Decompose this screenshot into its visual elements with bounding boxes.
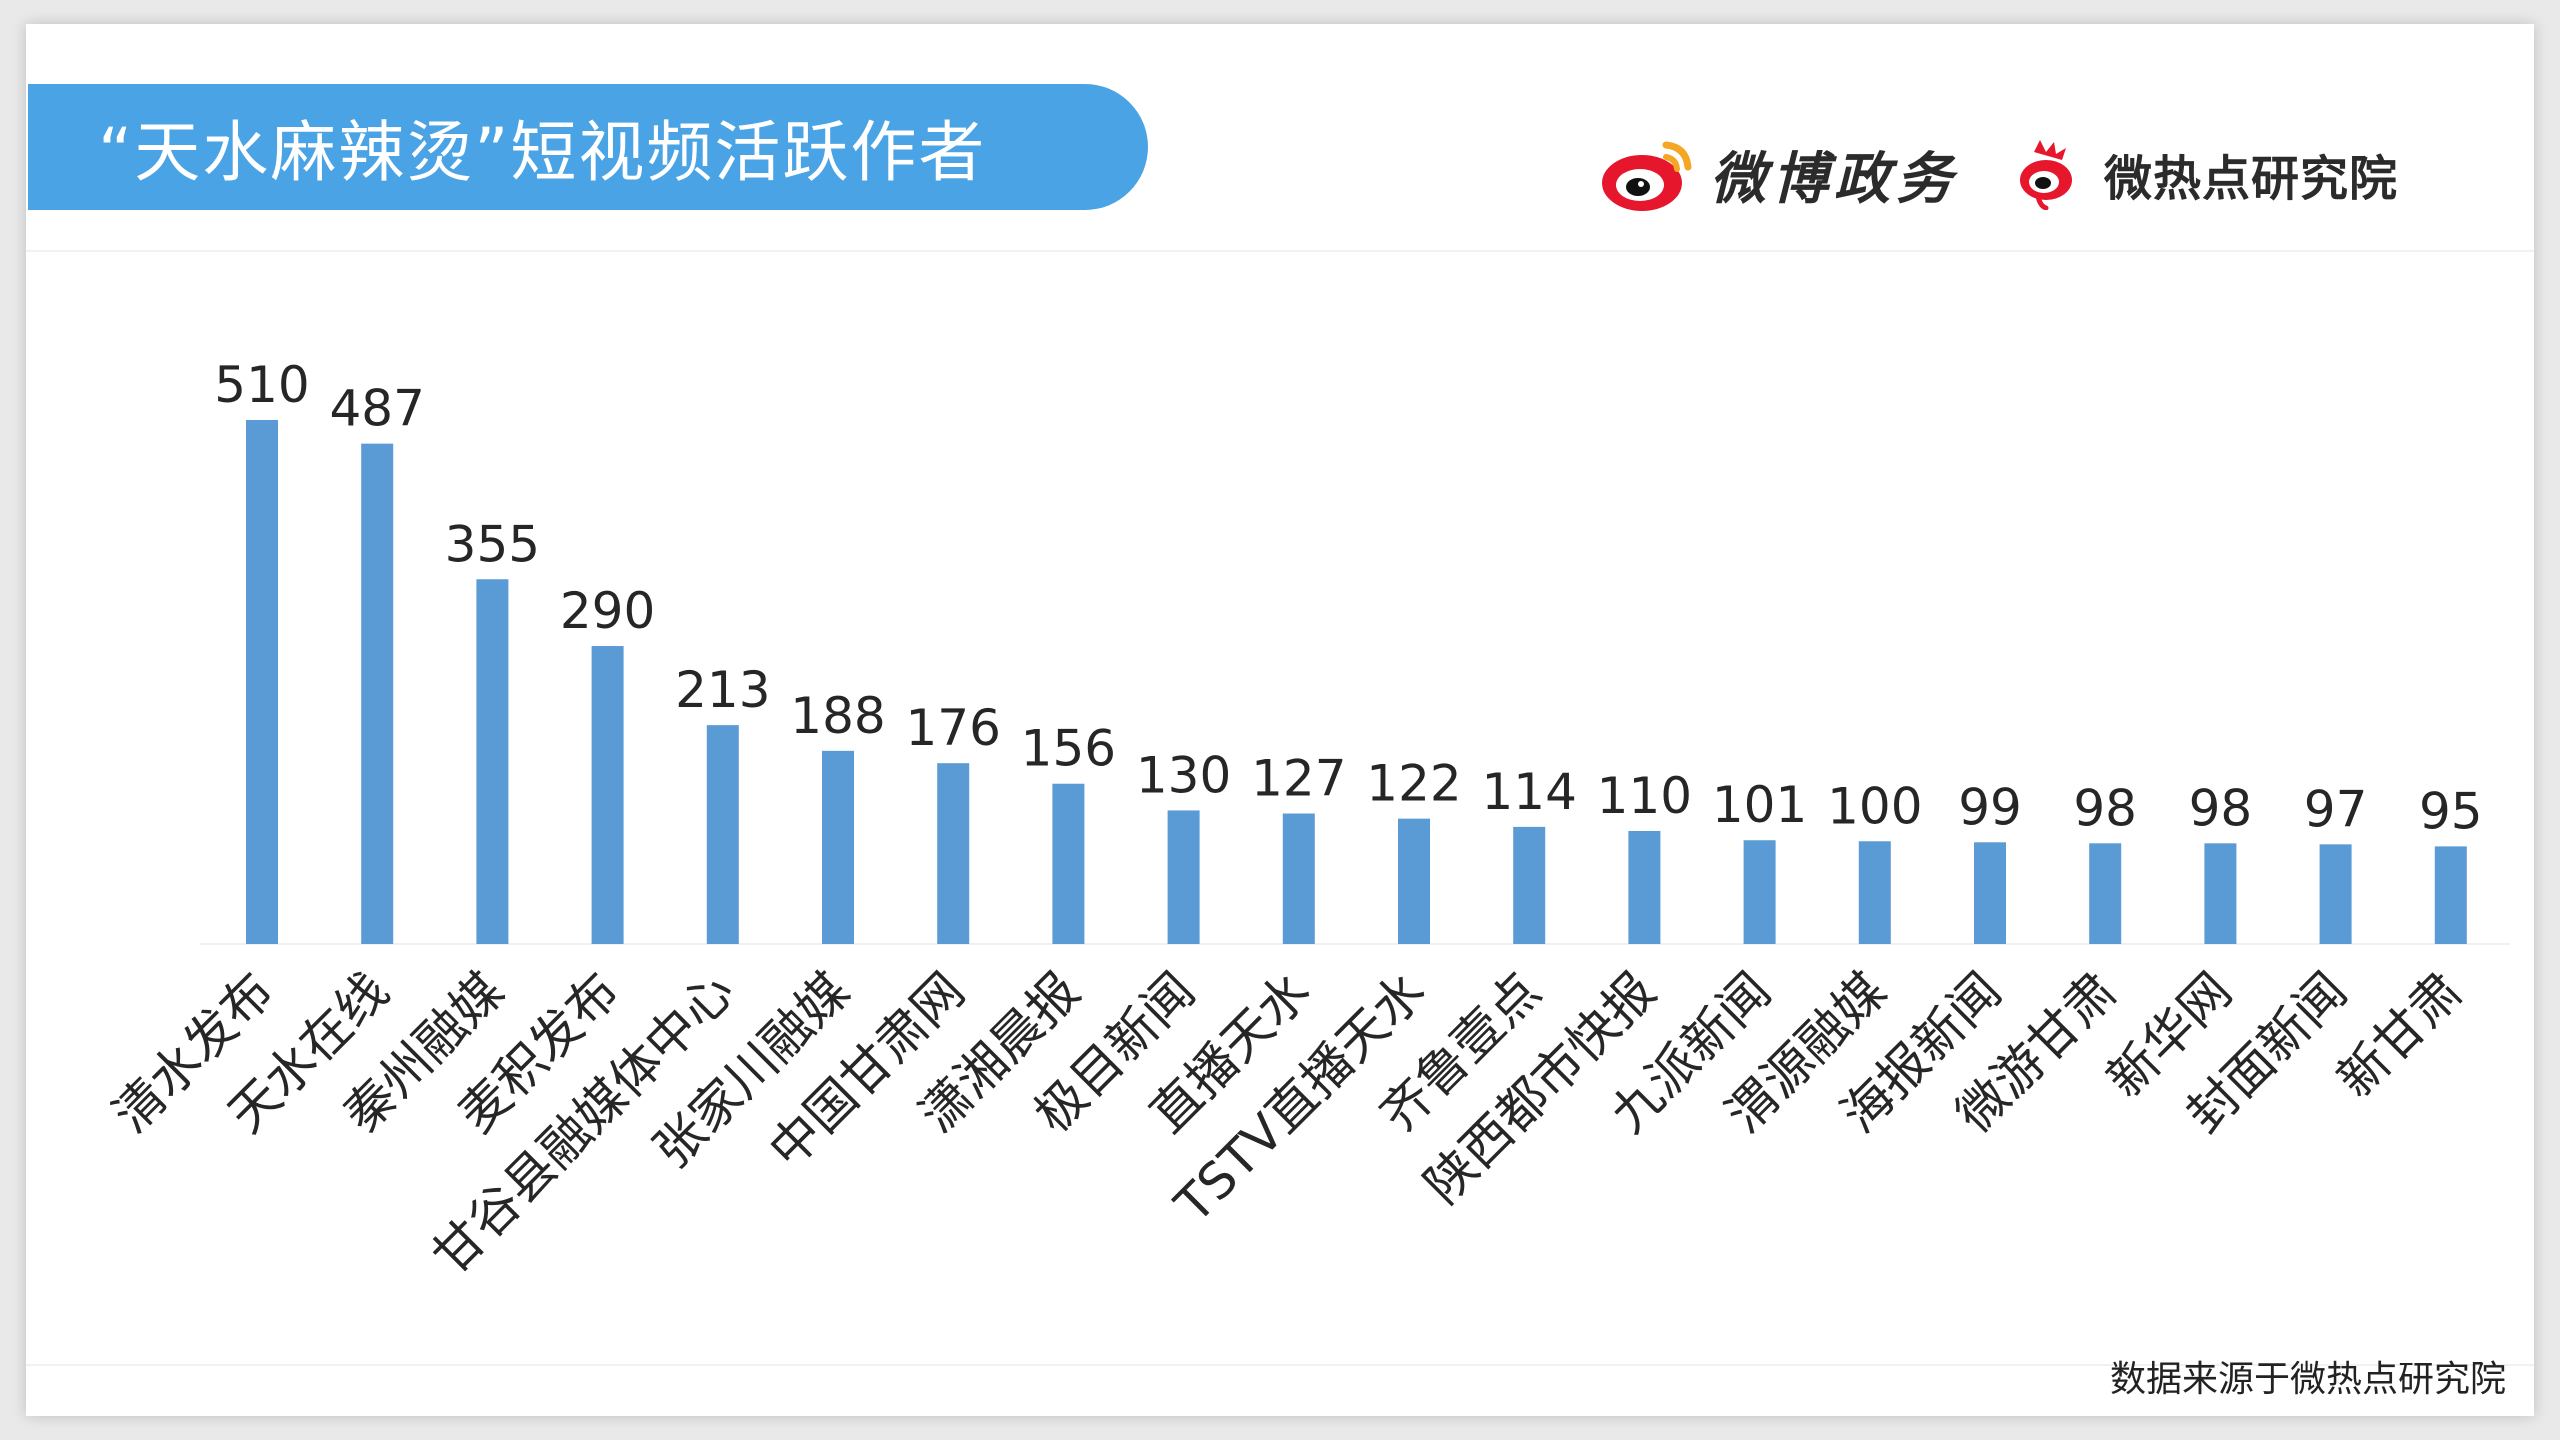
category-tick-label: 新甘肃 [2326, 961, 2473, 1108]
data-source-note: 数据来源于微热点研究院 [2109, 1359, 2506, 1400]
data-label: 188 [790, 687, 885, 745]
bar [1167, 810, 1200, 944]
data-label: 213 [675, 661, 770, 719]
data-label: 99 [1958, 778, 2022, 836]
data-label: 114 [1481, 763, 1576, 821]
data-label: 176 [905, 699, 1000, 757]
data-label: 290 [560, 582, 655, 640]
bar [2204, 843, 2237, 944]
bar [591, 646, 624, 944]
weibo-eye-icon [1602, 141, 1692, 211]
bar [1743, 840, 1776, 944]
title-banner: “天水麻辣烫”短视频活跃作者 [28, 84, 1148, 210]
bar [822, 750, 854, 944]
header-divider [26, 250, 2534, 252]
page-title: “天水麻辣烫”短视频活跃作者 [98, 114, 987, 191]
data-label: 97 [2304, 780, 2368, 838]
data-label: 355 [445, 515, 540, 573]
bar [1052, 783, 1085, 944]
data-label: 95 [2419, 782, 2483, 840]
data-label: 127 [1251, 750, 1346, 808]
bar [1282, 813, 1315, 944]
bar [246, 420, 278, 944]
bar [2434, 846, 2467, 944]
bar [2319, 844, 2352, 944]
bar [2089, 843, 2122, 944]
data-label: 122 [1366, 755, 1461, 813]
slide-card [26, 24, 2534, 1416]
data-label: 156 [1021, 720, 1116, 778]
logo-hot-text: 微热点研究院 [2104, 151, 2399, 207]
bar [1398, 818, 1430, 944]
bar [1513, 826, 1546, 944]
weibo-eye-icon [2020, 140, 2072, 210]
logo-weirdian-institute: 微热点研究院 [2016, 138, 2398, 210]
bar [361, 443, 394, 944]
bar [1858, 841, 1891, 944]
data-label: 487 [329, 380, 424, 438]
data-label: 100 [1827, 777, 1922, 835]
data-label: 98 [2073, 779, 2137, 837]
bar [1628, 830, 1661, 944]
bar [706, 725, 739, 944]
logo-weibo-text: 微博政务 [1710, 147, 1958, 212]
logo-weibo-government: 微博政务 [1600, 134, 1958, 215]
bar [476, 579, 509, 944]
bar [937, 763, 970, 944]
bar [1974, 842, 2006, 944]
footer-divider [26, 1364, 2534, 1366]
data-label: 130 [1136, 746, 1231, 804]
data-label: 101 [1712, 776, 1807, 834]
data-label: 110 [1597, 767, 1692, 825]
data-label: 510 [214, 356, 309, 414]
data-label: 98 [2189, 779, 2253, 837]
